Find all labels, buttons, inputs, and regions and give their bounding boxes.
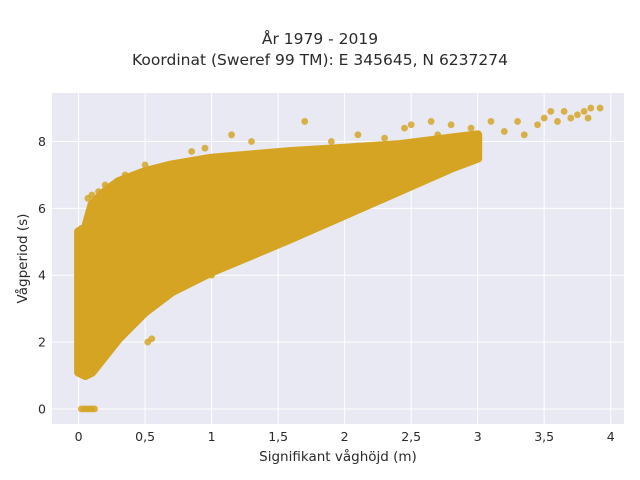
data-point <box>534 121 541 129</box>
y-tick-label: 8 <box>38 134 46 149</box>
data-point <box>580 107 588 115</box>
x-tick-label: 3 <box>474 429 482 444</box>
data-point <box>188 148 196 155</box>
data-point <box>327 138 335 145</box>
data-point <box>500 128 508 135</box>
y-tick-label: 2 <box>38 335 46 350</box>
dense-data-band <box>74 130 483 380</box>
data-point <box>144 338 152 346</box>
data-point <box>554 118 561 125</box>
data-point <box>121 171 129 179</box>
data-point <box>596 104 604 112</box>
data-point <box>567 114 575 122</box>
data-point <box>141 161 149 169</box>
data-point <box>77 225 85 232</box>
data-point <box>201 144 209 152</box>
chart-subtitle: Koordinat (Sweref 99 TM): E 345645, N 62… <box>132 51 508 69</box>
data-point <box>447 121 455 129</box>
x-tick-label: 4 <box>607 429 615 444</box>
y-axis-ticks: 0 2 4 6 8 <box>38 134 46 416</box>
data-point <box>91 405 98 413</box>
data-point <box>407 121 415 129</box>
data-point <box>115 321 122 329</box>
y-tick-label: 4 <box>38 268 46 283</box>
data-point <box>584 114 592 122</box>
data-point <box>95 188 102 196</box>
data-point <box>381 134 388 142</box>
data-point <box>248 138 255 145</box>
y-axis-label: Vågperiod (s) <box>14 214 31 304</box>
data-point <box>77 321 85 329</box>
data-point <box>401 124 408 132</box>
x-tick-label: 3,5 <box>534 429 554 444</box>
data-point <box>75 271 83 279</box>
data-point <box>301 118 309 125</box>
data-point <box>434 131 442 139</box>
data-point <box>128 308 136 316</box>
data-point <box>228 131 235 139</box>
data-point <box>354 131 362 139</box>
y-tick-label: 6 <box>38 201 46 216</box>
data-points <box>75 104 604 413</box>
data-point <box>274 238 282 246</box>
data-point <box>288 231 295 239</box>
x-axis-ticks: 0 0,5 1 1,5 2 2,5 3 3,5 4 <box>75 429 615 444</box>
data-point <box>547 107 555 115</box>
data-point <box>487 118 495 125</box>
x-tick-label: 0 <box>75 429 83 444</box>
data-point <box>75 281 83 289</box>
x-tick-label: 0,5 <box>135 429 155 444</box>
x-tick-label: 2,5 <box>401 429 421 444</box>
data-point <box>587 104 595 112</box>
data-point <box>101 181 109 189</box>
data-point <box>427 118 435 125</box>
dense-point-cloud <box>74 130 483 380</box>
data-point <box>540 114 548 122</box>
data-point <box>208 271 216 279</box>
x-axis-label: Signifikant våghöjd (m) <box>259 448 417 465</box>
y-tick-label: 0 <box>38 401 46 416</box>
data-point <box>108 184 116 192</box>
x-tick-label: 1,5 <box>268 429 288 444</box>
data-point <box>281 154 289 162</box>
data-point <box>467 124 475 132</box>
x-tick-label: 2 <box>341 429 349 444</box>
data-point <box>88 191 96 199</box>
data-point <box>514 118 521 125</box>
data-point <box>520 131 528 139</box>
x-tick-label: 1 <box>208 429 216 444</box>
data-point <box>574 111 581 119</box>
chart-title: År 1979 - 2019 <box>261 30 379 48</box>
data-point <box>560 107 568 115</box>
data-point <box>161 164 169 172</box>
